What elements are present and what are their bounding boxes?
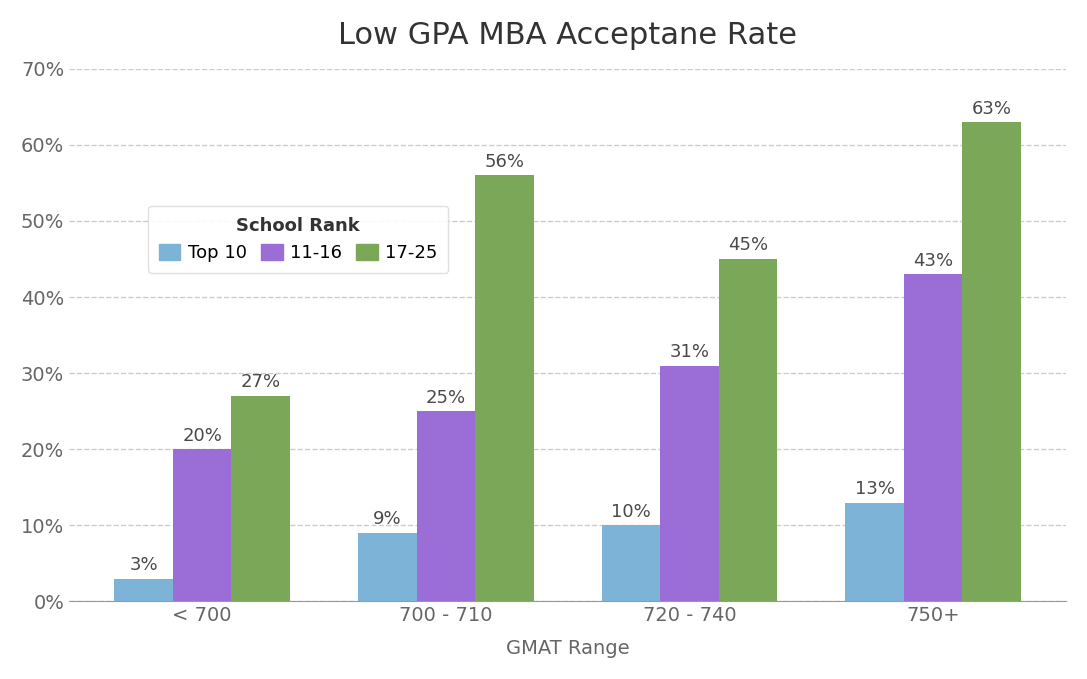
Text: 20%: 20% bbox=[183, 426, 222, 445]
Text: 43%: 43% bbox=[913, 252, 953, 270]
Text: 27%: 27% bbox=[240, 373, 280, 391]
Text: 3%: 3% bbox=[129, 556, 158, 574]
Bar bbox=[846, 502, 904, 602]
Text: 31%: 31% bbox=[670, 343, 710, 361]
Bar bbox=[660, 365, 719, 602]
Text: 63%: 63% bbox=[972, 100, 1012, 117]
Bar bbox=[358, 533, 416, 602]
Title: Low GPA MBA Acceptane Rate: Low GPA MBA Acceptane Rate bbox=[338, 21, 797, 50]
Bar bbox=[232, 396, 290, 602]
Bar bbox=[719, 259, 777, 602]
Text: 10%: 10% bbox=[611, 502, 651, 521]
Bar bbox=[602, 526, 660, 602]
X-axis label: GMAT Range: GMAT Range bbox=[505, 639, 629, 658]
Bar bbox=[962, 122, 1021, 602]
Bar bbox=[114, 579, 173, 602]
Text: 9%: 9% bbox=[373, 511, 401, 528]
Text: 13%: 13% bbox=[854, 480, 895, 498]
Bar bbox=[416, 411, 475, 602]
Text: 45%: 45% bbox=[728, 236, 769, 255]
Legend: Top 10, 11-16, 17-25: Top 10, 11-16, 17-25 bbox=[148, 206, 449, 273]
Bar bbox=[475, 175, 534, 602]
Text: 56%: 56% bbox=[485, 153, 524, 171]
Bar bbox=[173, 449, 232, 602]
Bar bbox=[904, 274, 962, 602]
Text: 25%: 25% bbox=[426, 388, 466, 407]
